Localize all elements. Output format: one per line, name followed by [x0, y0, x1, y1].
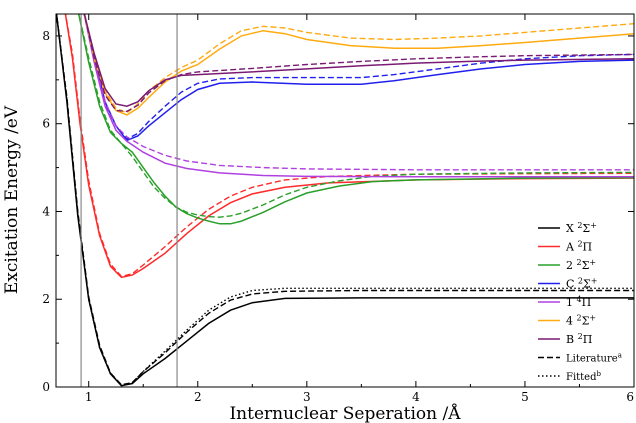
x-tick-label-3: 3: [303, 390, 311, 404]
vertical-markers: [80, 14, 178, 387]
legend-label-c: C 2Σ+: [566, 277, 598, 291]
legend-label-fitted: Fittedb: [566, 370, 602, 383]
series-3-2-calculated-curve: [77, 14, 634, 225]
series-7-b-literature-curve: [83, 14, 634, 113]
plot-curves: [56, 14, 634, 387]
axis-ticks: 1 2 3 4 5 6 0 2 4 6 8: [42, 14, 635, 404]
series-6-4-calculated-curve: [83, 14, 634, 116]
plot-axes: [55, 13, 635, 388]
legend-label-4: 4 2Σ+: [566, 314, 596, 328]
y-tick-label-6: 6: [42, 117, 50, 131]
x-tick-label-2: 2: [194, 390, 202, 404]
legend-label-x: X 2Σ+: [566, 221, 597, 235]
y-tick-label-0: 0: [42, 380, 50, 394]
series-7-b-calculated-curve: [83, 14, 634, 107]
series-1-x-literature-curve: [56, 14, 634, 386]
y-tick-label-8: 8: [42, 29, 50, 43]
x-tick-label-6: 6: [626, 390, 634, 404]
legend-label-1: 1 4Π: [566, 295, 591, 309]
x-tick-label-4: 4: [412, 390, 420, 404]
series-2-a-calculated-curve: [64, 14, 634, 279]
y-axis-label: Excitation Energy /eV: [2, 105, 22, 294]
legend-label-b: B 2Π: [566, 332, 592, 346]
series-4-c-calculated-curve: [83, 14, 634, 142]
series-2-a-literature-curve: [64, 14, 634, 278]
legend-label-a: A 2Π: [565, 240, 592, 254]
plot-frame: [55, 13, 635, 388]
series-5-1-literature-curve: [83, 14, 634, 171]
series-1-x-calculated-curve: [56, 14, 634, 387]
series-4-c-literature-curve: [83, 14, 634, 140]
series-1-x-fitted-curve: [56, 14, 634, 386]
x-tick-label-1: 1: [85, 390, 93, 404]
legend-label-2: 2 2Σ+: [566, 258, 596, 272]
x-tick-label-5: 5: [521, 390, 529, 404]
series-5-1-calculated-curve: [83, 14, 634, 178]
y-tick-label-2: 2: [42, 292, 50, 306]
legend-label-literature: Literaturea: [566, 352, 622, 365]
y-tick-label-4: 4: [42, 204, 50, 218]
x-axis-label: Internuclear Seperation /Å: [229, 403, 461, 423]
legend: X 2Σ+ A 2Π 2 2Σ+ C 2Σ+ 1 4Π 4 2Σ+ B 2Π Literatu…: [538, 221, 622, 383]
